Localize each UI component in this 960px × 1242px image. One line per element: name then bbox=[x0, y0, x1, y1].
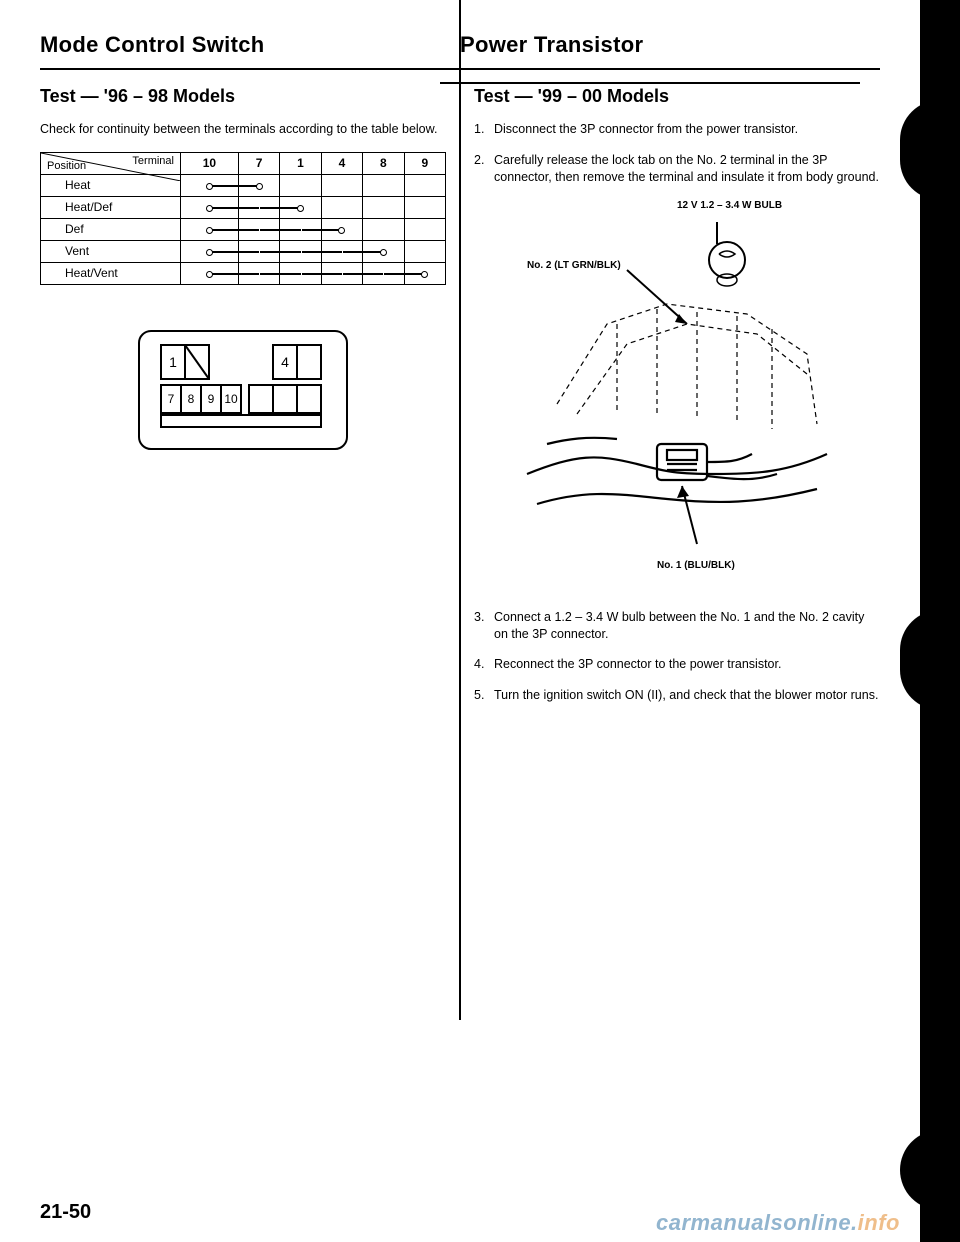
step-text: Carefully release the lock tab on the No… bbox=[494, 152, 880, 186]
label-no1: No. 1 (BLU/BLK) bbox=[657, 560, 735, 571]
svg-text:9: 9 bbox=[208, 392, 215, 406]
right-subtitle: Test — '99 – 00 Models bbox=[474, 86, 880, 107]
pin-label: 4 bbox=[281, 354, 289, 370]
left-column: Test — '96 – 98 Models Check for continu… bbox=[40, 86, 446, 718]
label-no2: No. 2 (LT GRN/BLK) bbox=[527, 260, 621, 271]
svg-text:8: 8 bbox=[188, 392, 195, 406]
left-intro: Check for continuity between the termina… bbox=[40, 121, 446, 138]
connector-diagram: 1 4 7 8 9 10 bbox=[133, 325, 353, 460]
right-column: Test — '99 – 00 Models 1.Disconnect the … bbox=[474, 86, 880, 718]
pin-label: 1 bbox=[169, 354, 177, 370]
label-bulb: 12 V 1.2 – 3.4 W BULB bbox=[677, 200, 797, 211]
table-cell bbox=[321, 218, 362, 240]
table-cell bbox=[363, 174, 404, 196]
table-diag-top: Terminal bbox=[132, 155, 174, 167]
step-text: Connect a 1.2 – 3.4 W bulb between the N… bbox=[494, 609, 880, 643]
table-cell bbox=[363, 218, 404, 240]
step-text: Disconnect the 3P connector from the pow… bbox=[494, 121, 798, 138]
step-text: Turn the ignition switch ON (II), and ch… bbox=[494, 687, 878, 704]
power-transistor-diagram: 12 V 1.2 – 3.4 W BULB No. 2 (LT GRN/BLK) bbox=[517, 204, 837, 569]
table-col-header: 7 bbox=[238, 152, 279, 174]
table-col-header: 1 bbox=[280, 152, 321, 174]
binder-tab bbox=[900, 100, 960, 200]
table-col-header: 10 bbox=[181, 152, 239, 174]
table-row-label: Vent bbox=[41, 240, 181, 262]
table-cell bbox=[280, 174, 321, 196]
table-cell bbox=[404, 240, 445, 262]
table-row-label: Def bbox=[41, 218, 181, 240]
table-col-header: 9 bbox=[404, 152, 445, 174]
table-row-label: Heat bbox=[41, 174, 181, 196]
table-cell bbox=[404, 196, 445, 218]
svg-text:7: 7 bbox=[168, 392, 175, 406]
table-row-label: Heat/Def bbox=[41, 196, 181, 218]
table-diag-bottom: Position bbox=[47, 160, 86, 172]
table-cell bbox=[238, 174, 279, 196]
table-col-header: 8 bbox=[363, 152, 404, 174]
table-row-label: Heat/Vent bbox=[41, 262, 181, 284]
left-page-title: Mode Control Switch bbox=[40, 32, 264, 57]
table-cell bbox=[363, 240, 404, 262]
steps-bottom: 3.Connect a 1.2 – 3.4 W bulb between the… bbox=[474, 609, 880, 705]
table-cell bbox=[404, 174, 445, 196]
table-col-header: 4 bbox=[321, 152, 362, 174]
table-cell bbox=[363, 196, 404, 218]
right-page-title: Power Transistor bbox=[460, 32, 643, 57]
left-subtitle: Test — '96 – 98 Models bbox=[40, 86, 446, 107]
step-text: Reconnect the 3P connector to the power … bbox=[494, 656, 781, 673]
table-cell bbox=[280, 196, 321, 218]
svg-text:10: 10 bbox=[224, 392, 238, 406]
binder-tab bbox=[900, 610, 960, 710]
table-cell bbox=[321, 174, 362, 196]
table-cell bbox=[321, 196, 362, 218]
steps-top: 1.Disconnect the 3P connector from the p… bbox=[474, 121, 880, 186]
continuity-table: Terminal Position 10 7 1 4 8 9 HeatHeat/… bbox=[40, 152, 446, 285]
table-cell bbox=[404, 218, 445, 240]
page-number: 21-50 bbox=[40, 1201, 91, 1224]
table-cell bbox=[404, 262, 445, 284]
watermark: carmanualsonline.info bbox=[656, 1210, 900, 1236]
